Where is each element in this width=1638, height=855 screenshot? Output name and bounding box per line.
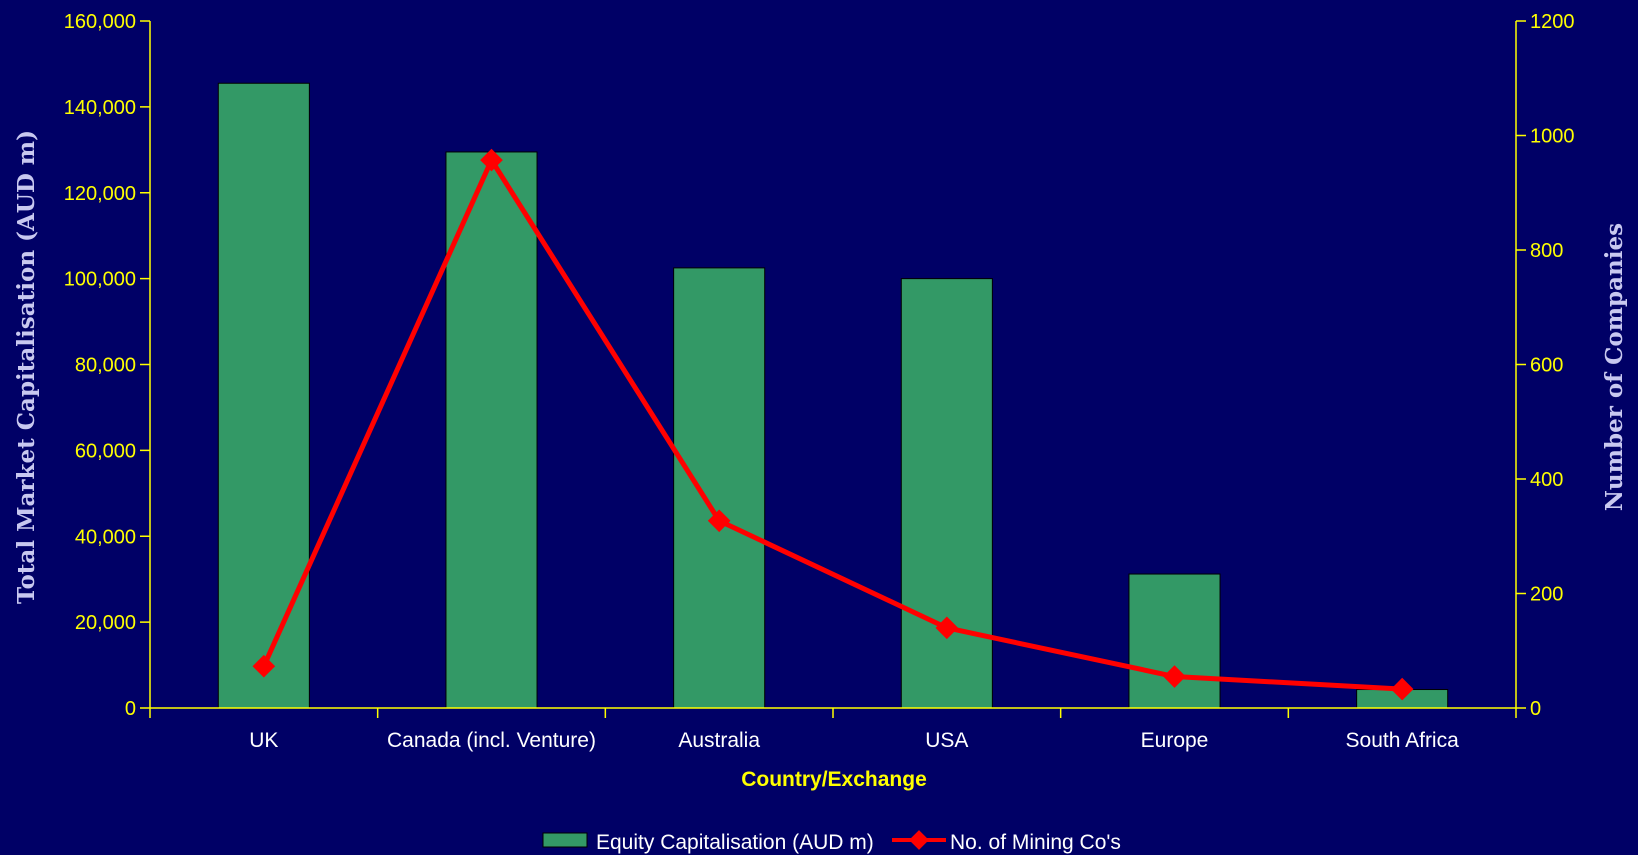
bars-layer xyxy=(217,82,1449,709)
legend-label-line: No. of Mining Co's xyxy=(950,831,1121,854)
legend-label-bar: Equity Capitalisation (AUD m) xyxy=(596,831,874,854)
y-left-tick-label-6: 120,000 xyxy=(64,183,136,205)
y-left-tick-label-3: 60,000 xyxy=(75,440,136,462)
y-left-tick-label-5: 100,000 xyxy=(64,269,136,291)
line-layer xyxy=(252,148,1414,701)
line-point-4 xyxy=(1163,665,1186,688)
y-left-tick-label-0: 0 xyxy=(125,698,136,720)
y-right-tick-label-6: 1200 xyxy=(1530,11,1575,33)
x-tick-label-4: Europe xyxy=(1141,729,1209,752)
y-right-tick-label-2: 400 xyxy=(1530,469,1563,491)
x-tick-label-5: South Africa xyxy=(1346,729,1460,752)
y-right-tick-label-1: 200 xyxy=(1530,584,1563,606)
legend-swatch-bar xyxy=(542,832,588,848)
bar-1 xyxy=(445,151,538,709)
x-tick-label-2: Australia xyxy=(678,729,760,752)
y-axis-title-right: Number of Companies xyxy=(1601,223,1628,511)
y-left-tick-label-2: 40,000 xyxy=(75,526,136,548)
line-point-3 xyxy=(935,616,959,640)
y-left-tick-label-4: 80,000 xyxy=(75,355,136,377)
x-tick-label-3: USA xyxy=(925,729,968,752)
line-point-0 xyxy=(252,654,276,678)
y-right-tick-label-4: 800 xyxy=(1530,240,1563,262)
x-tick-label-1: Canada (incl. Venture) xyxy=(387,729,596,752)
line-point-2 xyxy=(707,509,731,533)
x-tick-label-0: UK xyxy=(249,729,278,752)
x-axis-title: Country/Exchange xyxy=(741,768,927,791)
line-point-5 xyxy=(1390,677,1414,701)
y-right-tick-label-0: 0 xyxy=(1530,698,1541,720)
bar-3 xyxy=(900,278,993,709)
axes-layer: 0 20,000 40,000 60,000 80,000 100,000 120,000 1… xyxy=(64,11,1575,752)
y-left-tick-label-8: 160,000 xyxy=(64,11,136,33)
y-left-tick-label-7: 140,000 xyxy=(64,97,136,119)
line-series-companies xyxy=(261,157,1403,692)
y-left-tick-label-1: 20,000 xyxy=(75,612,136,634)
y-right-tick-label-5: 1000 xyxy=(1530,126,1575,148)
y-axis-title-left: Total Market Capitalisation (AUD m) xyxy=(13,130,40,604)
bar-2 xyxy=(673,267,766,709)
y-right-tick-label-3: 600 xyxy=(1530,355,1563,377)
legend-swatch-marker xyxy=(909,830,929,850)
bar-4 xyxy=(1128,573,1221,709)
legend: Equity Capitalisation (AUD m) No. of Min… xyxy=(542,830,1121,854)
bar-0 xyxy=(217,82,310,709)
